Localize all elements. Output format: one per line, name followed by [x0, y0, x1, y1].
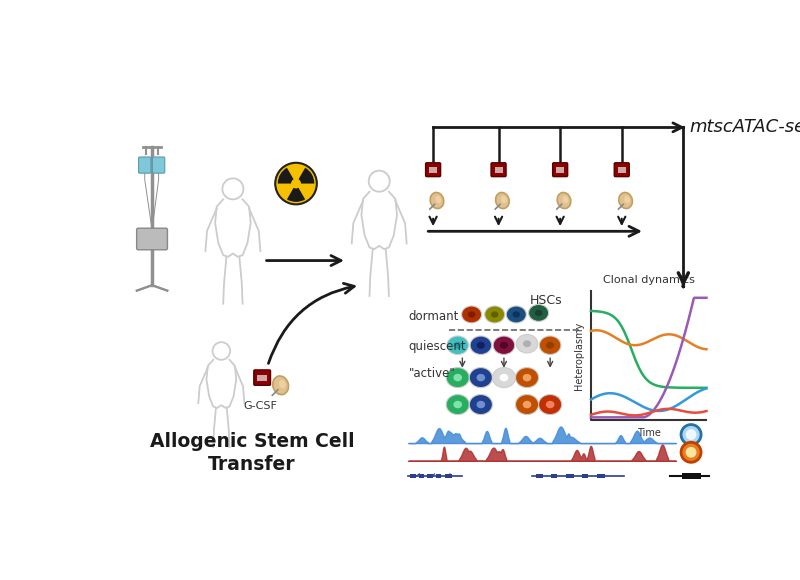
Bar [566, 474, 574, 478]
Bar [436, 474, 441, 478]
Ellipse shape [513, 311, 520, 318]
Ellipse shape [492, 368, 515, 387]
Bar [582, 474, 588, 478]
Bar [597, 474, 605, 478]
Bar [429, 166, 437, 173]
Ellipse shape [470, 368, 492, 387]
Ellipse shape [470, 336, 492, 354]
Bar [258, 375, 267, 380]
Bar [494, 166, 502, 173]
Ellipse shape [546, 342, 554, 349]
Ellipse shape [558, 193, 570, 209]
Bar [427, 474, 433, 478]
Text: quiescent: quiescent [409, 340, 466, 353]
Text: HSCs: HSCs [530, 295, 562, 307]
Ellipse shape [496, 193, 509, 209]
Circle shape [686, 447, 697, 458]
Wedge shape [287, 187, 305, 202]
Ellipse shape [624, 196, 630, 204]
FancyBboxPatch shape [137, 228, 167, 250]
Ellipse shape [506, 306, 526, 323]
Ellipse shape [454, 342, 462, 349]
Ellipse shape [491, 311, 498, 318]
Text: Time: Time [637, 427, 661, 438]
Ellipse shape [485, 306, 505, 323]
Ellipse shape [500, 374, 508, 382]
Bar [535, 474, 543, 478]
FancyBboxPatch shape [553, 163, 568, 177]
FancyBboxPatch shape [138, 157, 151, 173]
Ellipse shape [522, 401, 531, 408]
Text: dormant: dormant [409, 310, 459, 322]
FancyBboxPatch shape [153, 157, 165, 173]
Ellipse shape [529, 304, 549, 321]
Text: Heteroplasmy: Heteroplasmy [574, 321, 584, 390]
Ellipse shape [468, 311, 475, 318]
Text: "active": "active" [409, 367, 455, 380]
Ellipse shape [539, 336, 561, 354]
Text: G-CSF: G-CSF [243, 401, 277, 411]
Ellipse shape [515, 394, 538, 415]
Ellipse shape [430, 193, 444, 209]
Circle shape [275, 163, 317, 204]
Ellipse shape [462, 306, 482, 323]
Ellipse shape [562, 196, 568, 204]
Text: Clonal dynamics: Clonal dynamics [602, 275, 694, 285]
Ellipse shape [477, 401, 485, 408]
Text: mtscATAC-seq: mtscATAC-seq [690, 118, 800, 136]
Bar [446, 474, 451, 478]
Ellipse shape [470, 394, 492, 415]
Circle shape [681, 425, 701, 445]
Ellipse shape [446, 394, 470, 415]
Bar [556, 166, 564, 173]
Ellipse shape [538, 394, 562, 415]
FancyBboxPatch shape [426, 163, 441, 177]
Wedge shape [298, 168, 314, 183]
Ellipse shape [501, 196, 506, 204]
Ellipse shape [435, 196, 442, 204]
Ellipse shape [446, 368, 470, 387]
Ellipse shape [516, 335, 538, 353]
Ellipse shape [619, 193, 632, 209]
Ellipse shape [535, 310, 542, 316]
Ellipse shape [546, 401, 554, 408]
Bar [551, 474, 557, 478]
Ellipse shape [493, 336, 514, 354]
Wedge shape [278, 168, 294, 183]
Ellipse shape [279, 380, 286, 389]
Bar [410, 474, 416, 478]
Circle shape [681, 443, 701, 462]
Bar [419, 474, 424, 478]
Circle shape [292, 179, 300, 188]
Ellipse shape [477, 374, 485, 382]
Ellipse shape [454, 401, 462, 408]
Ellipse shape [523, 340, 531, 347]
Ellipse shape [454, 374, 462, 382]
FancyBboxPatch shape [614, 163, 630, 177]
Text: Allogenic Stem Cell
Transfer: Allogenic Stem Cell Transfer [150, 432, 354, 474]
Ellipse shape [500, 342, 508, 349]
FancyBboxPatch shape [254, 370, 270, 385]
Ellipse shape [273, 376, 289, 394]
Ellipse shape [515, 368, 538, 387]
Ellipse shape [522, 374, 531, 382]
Bar [618, 166, 626, 173]
Ellipse shape [447, 336, 469, 354]
Ellipse shape [477, 342, 485, 349]
Bar [682, 473, 701, 479]
FancyBboxPatch shape [491, 163, 506, 177]
Circle shape [686, 429, 697, 440]
